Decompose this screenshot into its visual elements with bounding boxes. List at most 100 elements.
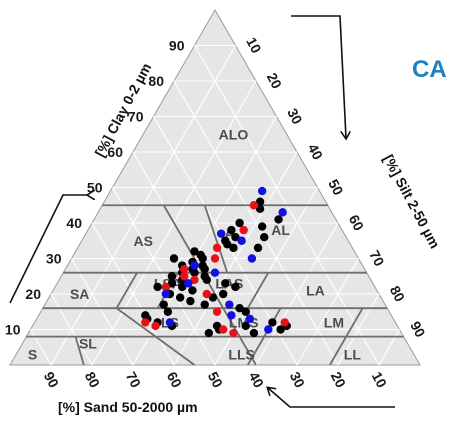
data-point [151,321,160,331]
data-point [280,318,289,327]
class-boundary [247,272,270,309]
silt-tick-label: 50 [325,177,347,198]
data-point [241,307,250,316]
class-boundary [115,272,138,309]
class-boundary [247,307,282,366]
data-point [223,240,232,249]
data-point [237,236,246,245]
sand-tick-label: 30 [287,369,309,390]
data-point [257,186,267,196]
data-point [235,304,244,313]
data-point [190,247,199,256]
sand-tick-label: 70 [123,369,145,390]
clay-tick-label: 50 [87,180,103,196]
data-point [245,314,255,324]
data-point [235,218,244,228]
data-point [221,279,230,288]
grid-line [112,187,216,366]
data-point [200,264,209,274]
clay-axis-arrow [9,195,88,304]
corner-heading-text: CA [412,56,447,83]
clay-tick-label: 40 [66,215,82,231]
axis-ticks: 10 20 30 40 50 60 70 80 90 10 20 30 40 50 60 70 80 90 90 80… [5,35,429,391]
silt-tick-label: 90 [407,319,429,340]
silt-axis-arrow [291,15,346,138]
data-point [274,215,283,224]
data-point [231,282,240,292]
sand-axis-arrow [268,388,395,408]
data-point [219,325,228,334]
silt-axis-label: [%] Silt 2-50 µm [380,152,443,251]
sand-axis-label: [%] Sand 50-2000 µm [58,399,198,415]
clay-tick-label: 20 [25,286,41,302]
zone-label-lls: LLS [228,346,254,362]
data-point [239,225,248,235]
zone-label-ll: LL [344,346,362,362]
data-point [255,197,265,206]
clay-tick-label: 90 [169,38,185,54]
data-point [278,208,287,217]
class-boundary [203,204,229,273]
data-point [249,201,259,210]
data-point [202,289,211,299]
data-points [141,186,291,338]
sand-tick-label: 40 [246,369,268,390]
zone-label-sa: SA [70,286,89,302]
data-point [210,254,220,263]
data-point [247,254,257,263]
silt-tick-label: 20 [264,70,286,91]
data-point [190,261,199,270]
zone-label-alo: ALO [219,126,249,142]
data-point [216,229,226,238]
silt-tick-label: 40 [305,141,327,162]
data-point [186,296,195,306]
data-point [175,293,185,302]
data-point [260,233,269,242]
sand-tick-label: 20 [328,369,350,390]
data-point [264,325,273,334]
grid-line [50,293,93,366]
data-point [253,243,263,253]
silt-tick-label: 70 [366,248,388,269]
data-point [229,243,238,253]
data-point [229,328,238,338]
data-point [161,282,170,292]
data-point [227,311,236,320]
class-boundary [116,307,196,366]
data-point [141,311,150,320]
zone-label-s: S [28,346,37,362]
silt-tick-label: 30 [284,106,306,127]
data-point [255,204,265,213]
data-point [219,289,228,299]
data-point [190,268,199,277]
zone-label-sl: SL [79,336,97,352]
grid-line [91,222,175,366]
data-point [153,282,162,292]
data-point [163,307,173,316]
data-point [212,243,222,253]
sand-tick-label: 50 [205,369,227,390]
zone-label-as: AS [134,233,153,249]
data-point [204,328,214,338]
data-point [231,233,240,242]
clay-tick-label: 30 [46,251,62,267]
data-point [180,272,189,281]
clay-tick-label: 70 [128,109,144,125]
data-point [202,275,211,284]
data-point [227,225,236,235]
data-point [210,268,220,277]
zone-label-lm: LM [324,314,344,330]
sand-tick-label: 90 [41,369,63,390]
data-point [180,264,189,274]
class-boundary [329,307,364,366]
data-point [159,300,168,309]
zone-label-la: LA [306,282,325,298]
silt-tick-label: 80 [387,283,409,304]
data-point [167,279,177,288]
silt-tick-label: 60 [346,212,368,233]
zone-label-al: AL [271,222,290,238]
data-point [249,328,259,338]
data-point [188,286,197,295]
